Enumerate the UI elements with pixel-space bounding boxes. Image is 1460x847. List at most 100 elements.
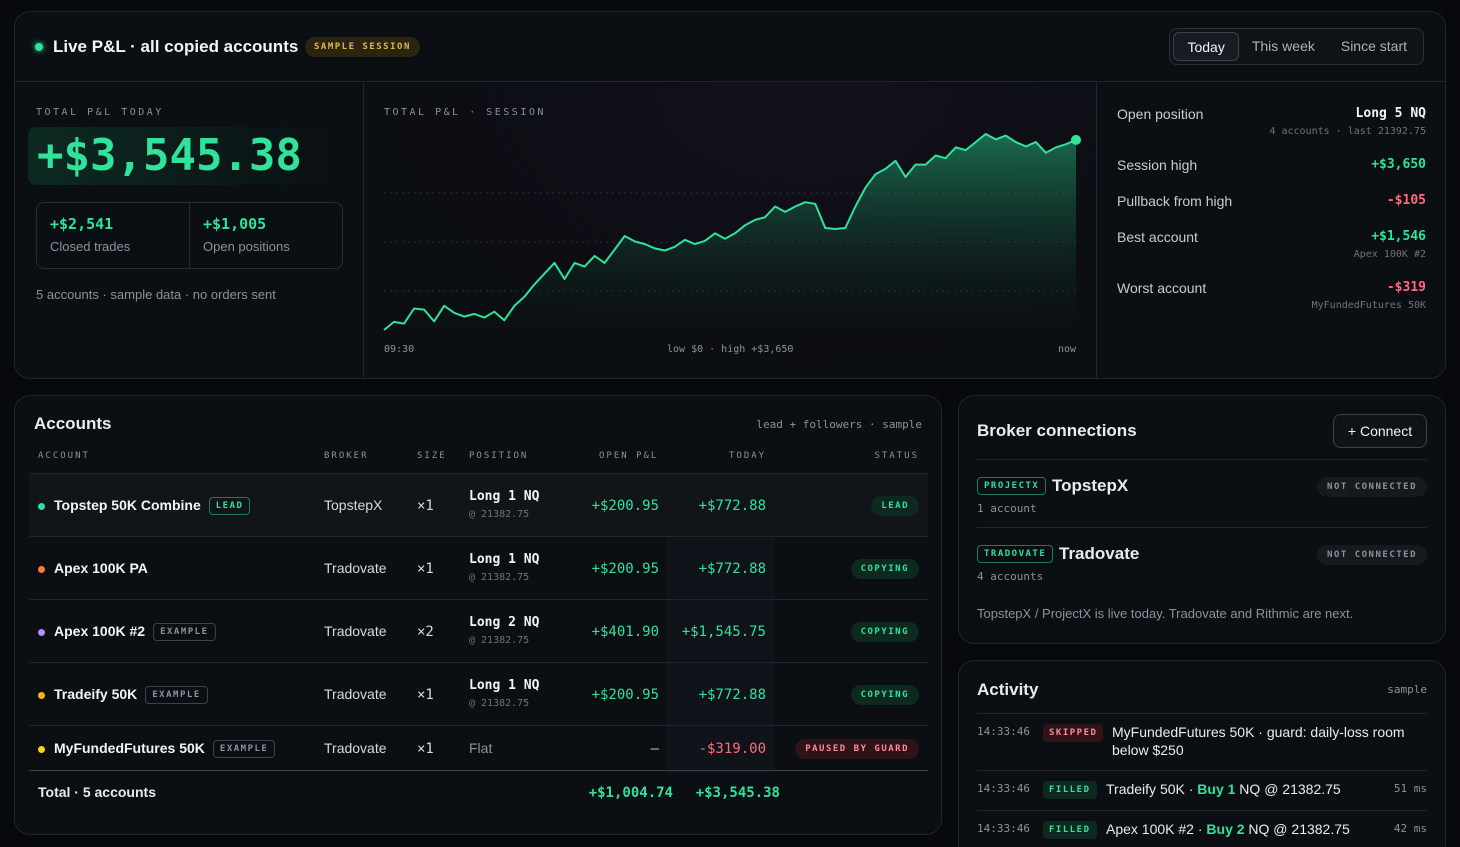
- stat-sub: 4 accounts · last 21392.75: [1269, 126, 1426, 137]
- stat-value: Long 5 NQ: [1355, 106, 1426, 121]
- stat-sub: MyFundedFutures 50K: [1311, 300, 1426, 311]
- broker-title: Broker connections: [977, 421, 1137, 440]
- connection-status-badge: NOT CONNECTED: [1317, 477, 1427, 497]
- position-cell: Long 1 NQ @ 21382.75: [469, 552, 539, 583]
- position-cell: Long 1 NQ @ 21382.75: [469, 489, 539, 520]
- column-header-today: TODAY: [729, 451, 767, 461]
- x-axis-end: now: [1057, 344, 1076, 355]
- activity-instrument: NQ @ 21382.75: [1244, 821, 1350, 837]
- position-price: @ 21382.75: [469, 698, 530, 709]
- column-header-broker: BROKER: [324, 451, 369, 461]
- closed-trades-value: +$2,541: [50, 215, 114, 233]
- range-today-button[interactable]: Today: [1173, 32, 1239, 61]
- stat-label: Best account: [1117, 229, 1198, 245]
- accounts-meta: lead + followers · sample: [756, 418, 922, 431]
- position-cell: Long 2 NQ @ 21382.75: [469, 615, 539, 646]
- activity-tag: FILLED: [1043, 781, 1097, 799]
- pnl-title: Live P&L · all copied accounts: [53, 37, 299, 56]
- open-pnl-cell: —: [650, 741, 659, 757]
- activity-order: Buy 2: [1206, 821, 1245, 837]
- broker-cell: Tradovate: [324, 740, 387, 756]
- activity-item: 14:33:46 SKIPPED MyFundedFutures 50K · g…: [977, 713, 1427, 770]
- activity-time: 14:33:46: [977, 725, 1030, 738]
- account-cell: MyFundedFutures 50K EXAMPLE: [54, 740, 276, 758]
- live-pnl-panel: Live P&L · all copied accounts SAMPLE SE…: [14, 11, 1446, 379]
- position-price: @ 21382.75: [469, 572, 530, 583]
- closed-trades-label: Closed trades: [50, 239, 131, 254]
- stat-worst-account: Worst account -$319 MyFundedFutures 50K: [1117, 280, 1426, 320]
- status-badge: COPYING: [850, 685, 919, 705]
- accounts-total-row: Total · 5 accounts +$1,004.74 +$3,545.38: [29, 770, 928, 816]
- activity-text: Tradeify 50K · Buy 1 NQ @ 21382.75: [1106, 780, 1341, 798]
- position-label: Long 1 NQ: [469, 489, 540, 504]
- position-label: Flat: [469, 740, 493, 756]
- table-row[interactable]: Apex 100K #2 EXAMPLE Tradovate ×2 Long 2 …: [29, 599, 928, 662]
- total-label: Total · 5 accounts: [38, 784, 156, 800]
- activity-meta: sample: [1387, 683, 1427, 696]
- broker-tag: TRADOVATE: [977, 545, 1054, 563]
- table-row[interactable]: Topstep 50K Combine LEAD TopstepX ×1 Long…: [29, 473, 928, 536]
- position-cell: Long 1 NQ @ 21382.75: [469, 678, 539, 709]
- stat-session-high: Session high +$3,650: [1117, 157, 1426, 177]
- pnl-area-fill: [384, 134, 1076, 330]
- status-badge: COPYING: [850, 559, 919, 579]
- open-positions-label: Open positions: [203, 239, 290, 254]
- account-name: Apex 100K #2: [54, 623, 146, 639]
- range-week-button[interactable]: This week: [1251, 38, 1315, 54]
- activity-time: 14:33:46: [977, 782, 1030, 795]
- open-pnl-cell: +$200.95: [591, 498, 659, 514]
- today-pnl-cell: -$319.00: [698, 741, 766, 757]
- broker-row-topstepx[interactable]: PROJECTX TopstepX NOT CONNECTED 1 accoun…: [977, 459, 1427, 527]
- stat-value: +$1,546: [1371, 229, 1426, 244]
- pnl-series-line: [383, 133, 1077, 331]
- broker-name: Tradovate: [1059, 544, 1140, 563]
- broker-row-tradovate[interactable]: TRADOVATE Tradovate NOT CONNECTED 4 acco…: [977, 527, 1427, 595]
- pnl-current-point: [1071, 134, 1081, 145]
- account-color-dot: [38, 692, 45, 699]
- table-row[interactable]: Apex 100K PA Tradovate ×1 Long 1 NQ @ 21…: [29, 536, 928, 599]
- activity-title: Activity: [977, 680, 1039, 699]
- pnl-header: Live P&L · all copied accounts SAMPLE SE…: [15, 12, 1445, 82]
- broker-cell: Tradovate: [324, 560, 387, 576]
- activity-latency: 42 ms: [1393, 822, 1427, 835]
- kpi-column: TOTAL P&L TODAY +$3,545.38 +$2,541 Close…: [15, 82, 364, 378]
- broker-cell: Tradovate: [324, 623, 387, 639]
- today-pnl-cell: +$1,545.75: [681, 624, 766, 640]
- connect-button[interactable]: + Connect: [1333, 414, 1427, 448]
- stat-value: +$3,650: [1371, 157, 1426, 172]
- size-cell: ×1: [417, 561, 434, 577]
- open-positions-value: +$1,005: [203, 215, 267, 233]
- table-row[interactable]: MyFundedFutures 50K EXAMPLE Tradovate ×1 …: [29, 725, 928, 770]
- today-pnl-cell: +$772.88: [698, 498, 766, 514]
- range-start-button[interactable]: Since start: [1340, 38, 1407, 54]
- kpi-note: 5 accounts · sample data · no orders sen…: [36, 287, 276, 302]
- table-row[interactable]: Tradeify 50K EXAMPLE Tradovate ×1 Long 1 …: [29, 662, 928, 725]
- position-label: Long 2 NQ: [469, 615, 540, 630]
- activity-time: 14:33:46: [977, 822, 1030, 835]
- broker-name: TopstepX: [1052, 476, 1129, 495]
- activity-tag: FILLED: [1043, 821, 1097, 839]
- account-name: Apex 100K PA: [54, 560, 148, 576]
- position-label: Long 1 NQ: [469, 678, 540, 693]
- account-color-dot: [38, 746, 45, 753]
- account-name: Tradeify 50K: [54, 686, 138, 702]
- live-indicator-icon: [35, 43, 43, 51]
- column-header-open-pnl: OPEN P&L: [599, 451, 659, 461]
- account-color-dot: [38, 629, 45, 636]
- today-pnl-cell: +$772.88: [698, 561, 766, 577]
- stats-column: Open position Long 5 NQ 4 accounts · las…: [1097, 82, 1445, 378]
- activity-tag: SKIPPED: [1043, 724, 1104, 742]
- x-axis-range: low $0 · high +$3,650: [667, 344, 794, 355]
- broker-account-count: 4 accounts: [977, 570, 1044, 583]
- status-badge: COPYING: [850, 622, 919, 642]
- total-open-pnl: +$1,004.74: [588, 785, 673, 801]
- today-pnl-cell: +$772.88: [698, 687, 766, 703]
- account-tag: EXAMPLE: [153, 623, 216, 641]
- position-cell: Flat: [469, 740, 492, 756]
- activity-text: Apex 100K #2 · Buy 2 NQ @ 21382.75: [1106, 820, 1350, 838]
- activity-item: 14:33:46 FILLED Tradeify 50K · Buy 1 NQ …: [977, 770, 1427, 810]
- stat-pullback: Pullback from high -$105: [1117, 193, 1426, 213]
- stat-label: Open position: [1117, 106, 1204, 122]
- stat-best-account: Best account +$1,546 Apex 100K #2: [1117, 229, 1426, 269]
- stat-value: -$319: [1386, 280, 1426, 295]
